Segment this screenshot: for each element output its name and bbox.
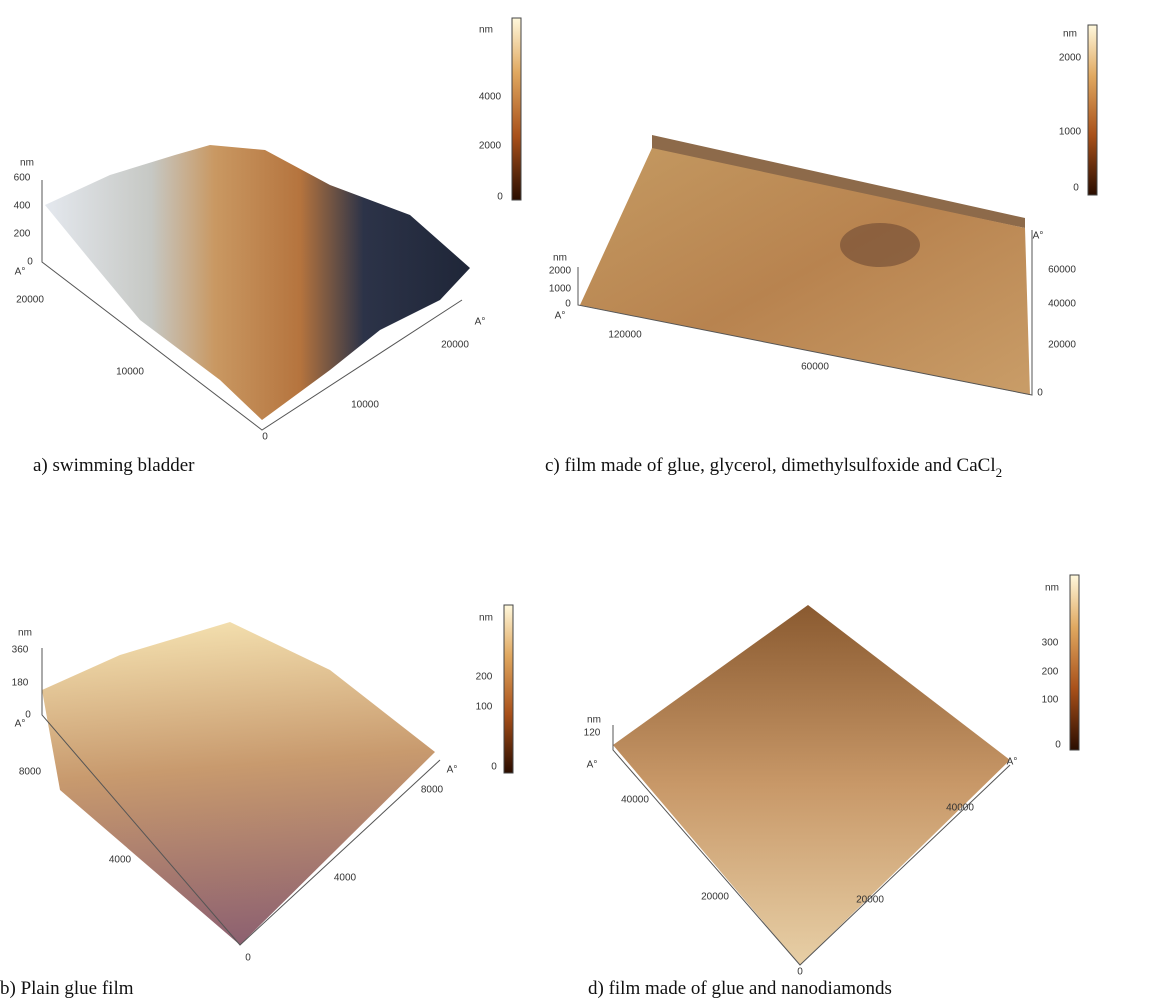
z-axis-label: 360 <box>12 645 29 656</box>
caption: d) film made of glue and nanodiamonds <box>588 978 892 999</box>
x-axis-label: 20000 <box>701 892 729 903</box>
origin-label: 0 <box>797 967 803 978</box>
axis-unit-label: A° <box>475 317 486 328</box>
colorbar-label: 200 <box>476 672 493 683</box>
z-axis-label: nm <box>587 715 601 726</box>
caption-text: b) Plain glue film <box>0 978 134 999</box>
surface-c <box>580 148 1030 395</box>
colorbar-label: nm <box>1045 583 1059 594</box>
colorbar-label: 0 <box>497 192 503 203</box>
x-axis-label: 40000 <box>621 795 649 806</box>
surfaces <box>42 135 1030 965</box>
y-axis-label: 8000 <box>421 785 444 796</box>
x-axis-label: 120000 <box>608 330 642 341</box>
axis-unit-label: A° <box>447 765 458 776</box>
x-axis-label: 60000 <box>801 362 829 373</box>
y-axis-label: 40000 <box>1048 299 1076 310</box>
colorbar-label: 1000 <box>1059 127 1082 138</box>
axis-unit-label: A° <box>555 311 566 322</box>
y-axis-label: 20000 <box>856 895 884 906</box>
origin-label: 0 <box>245 953 251 964</box>
colorbar-label: 4000 <box>479 92 502 103</box>
z-axis-label: 0 <box>565 299 571 310</box>
colorbar-label: 0 <box>1055 740 1061 751</box>
colorbar-label: nm <box>1063 29 1077 40</box>
colorbar-label: nm <box>479 613 493 624</box>
z-axis-label: 1000 <box>549 284 572 295</box>
caption: a) swimming bladder <box>33 455 195 476</box>
colorbar <box>512 18 521 200</box>
z-axis-label: 2000 <box>549 266 572 277</box>
y-axis-label: 10000 <box>351 400 379 411</box>
colorbar <box>1088 25 1097 195</box>
y-axis-label: 60000 <box>1048 265 1076 276</box>
z-axis-label: 400 <box>14 201 31 212</box>
caption-subscript: 2 <box>996 465 1003 480</box>
colorbar <box>504 605 513 773</box>
axis-unit-label: A° <box>15 267 26 278</box>
origin-label: 0 <box>1037 388 1043 399</box>
colorbar-label: 200 <box>1042 667 1059 678</box>
z-axis-label: 120 <box>584 728 601 739</box>
z-axis-label: 600 <box>14 173 31 184</box>
colorbar-label: 100 <box>1042 695 1059 706</box>
surface-a <box>45 145 470 420</box>
colorbar <box>1070 575 1079 750</box>
z-axis-label: 0 <box>27 257 33 268</box>
caption-text: c) film made of glue, glycerol, dimethyl… <box>545 455 996 476</box>
colorbar-label: 300 <box>1042 638 1059 649</box>
figure: a) swimming bladdernm400020000nm60040020… <box>0 0 1161 1003</box>
colorbar-label: 0 <box>491 762 497 773</box>
y-axis-label: 20000 <box>441 340 469 351</box>
caption-text: d) film made of glue and nanodiamonds <box>588 978 892 999</box>
axis-unit-label: A° <box>587 760 598 771</box>
axis-unit-label: A° <box>1033 231 1044 242</box>
origin-label: 0 <box>262 432 268 443</box>
axis-unit-label: A° <box>15 719 26 730</box>
z-axis-label: nm <box>18 628 32 639</box>
caption-text: a) swimming bladder <box>33 455 195 476</box>
z-axis-label: 200 <box>14 229 31 240</box>
z-axis-label: 180 <box>12 678 29 689</box>
z-axis-label: nm <box>553 253 567 264</box>
x-axis-label: 8000 <box>19 767 42 778</box>
axis-unit-label: A° <box>1007 757 1018 768</box>
x-axis-label: 20000 <box>16 295 44 306</box>
colorbar-label: 0 <box>1073 183 1079 194</box>
y-axis-label: 20000 <box>1048 340 1076 351</box>
x-axis-label: 10000 <box>116 367 144 378</box>
surface-c-spot <box>840 223 920 267</box>
caption: b) Plain glue film <box>0 978 134 999</box>
surface-d <box>613 605 1010 965</box>
z-axis-label: nm <box>20 158 34 169</box>
y-axis-label: 4000 <box>334 873 357 884</box>
z-axis-label: 0 <box>25 710 31 721</box>
colorbar-label: 2000 <box>479 141 502 152</box>
colorbar-label: 100 <box>476 702 493 713</box>
x-axis-label: 4000 <box>109 855 132 866</box>
caption: c) film made of glue, glycerol, dimethyl… <box>545 455 1002 480</box>
colorbar-label: nm <box>479 25 493 36</box>
colorbar-label: 2000 <box>1059 53 1082 64</box>
y-axis-label: 40000 <box>946 803 974 814</box>
